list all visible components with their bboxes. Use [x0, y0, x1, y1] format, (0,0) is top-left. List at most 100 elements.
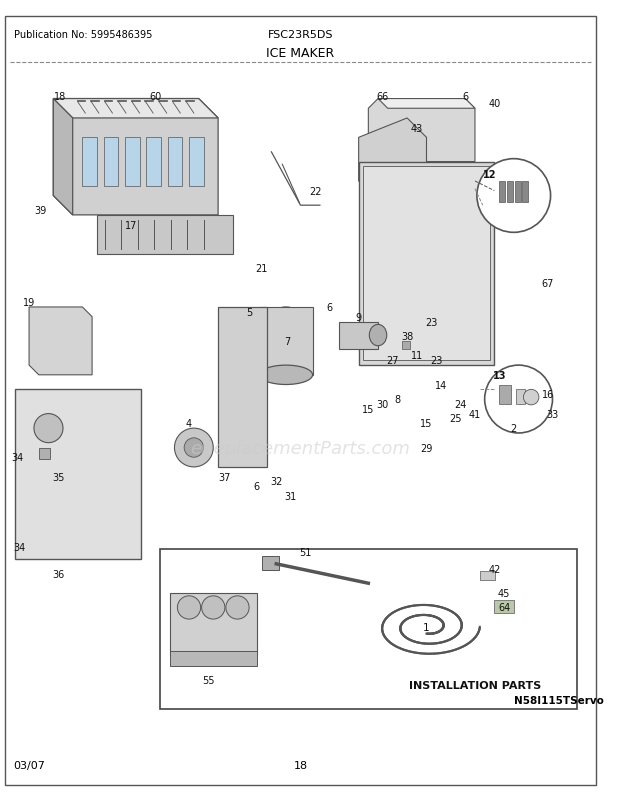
- Bar: [516, 390, 525, 404]
- Text: 27: 27: [386, 356, 399, 366]
- Text: 18: 18: [54, 91, 66, 102]
- Text: 45: 45: [498, 588, 510, 598]
- Bar: [523, 182, 528, 203]
- Circle shape: [485, 366, 552, 433]
- Text: 51: 51: [299, 548, 311, 557]
- Bar: [402, 342, 410, 349]
- Text: 5: 5: [246, 307, 252, 318]
- Text: 03/07: 03/07: [14, 760, 45, 771]
- Text: INSTALLATION PARTS: INSTALLATION PARTS: [409, 680, 541, 691]
- Text: 34: 34: [11, 452, 24, 463]
- Bar: [339, 322, 378, 349]
- Circle shape: [523, 390, 539, 405]
- Text: 14: 14: [435, 380, 447, 390]
- Text: 4: 4: [186, 419, 192, 429]
- Text: eReplacementParts.com: eReplacementParts.com: [190, 439, 410, 457]
- Text: 6: 6: [254, 482, 260, 492]
- Text: 1: 1: [423, 622, 430, 632]
- Text: 23: 23: [430, 356, 443, 366]
- Text: 55: 55: [202, 675, 215, 685]
- Text: 35: 35: [52, 472, 64, 482]
- Text: 8: 8: [394, 395, 401, 404]
- Text: 16: 16: [541, 390, 554, 399]
- Text: 31: 31: [285, 492, 297, 501]
- Text: 6: 6: [462, 91, 468, 102]
- Text: 41: 41: [469, 409, 481, 419]
- Bar: [358, 162, 494, 366]
- Circle shape: [226, 596, 249, 619]
- Text: 18: 18: [293, 760, 308, 771]
- Text: 17: 17: [125, 221, 137, 230]
- Circle shape: [34, 414, 63, 444]
- Bar: [82, 138, 97, 187]
- Ellipse shape: [259, 308, 312, 375]
- Bar: [125, 138, 140, 187]
- Polygon shape: [358, 119, 427, 201]
- Polygon shape: [29, 308, 92, 375]
- Text: 15: 15: [362, 404, 374, 414]
- Text: 34: 34: [13, 543, 25, 553]
- Text: 22: 22: [309, 186, 321, 196]
- Text: 11: 11: [410, 351, 423, 361]
- Text: 39: 39: [35, 206, 47, 216]
- Text: 36: 36: [52, 569, 64, 579]
- Bar: [167, 138, 182, 187]
- Text: FSC23R5DS: FSC23R5DS: [268, 30, 333, 40]
- Bar: [39, 448, 50, 460]
- Text: 23: 23: [425, 317, 438, 327]
- Polygon shape: [53, 99, 218, 119]
- Text: 12: 12: [483, 170, 496, 180]
- Text: 13: 13: [492, 371, 506, 380]
- Polygon shape: [368, 99, 475, 162]
- Circle shape: [174, 428, 213, 468]
- Bar: [363, 167, 490, 361]
- Text: 67: 67: [541, 278, 554, 289]
- Bar: [146, 138, 161, 187]
- Text: 25: 25: [450, 414, 462, 424]
- Bar: [480, 571, 495, 581]
- Text: 66: 66: [377, 91, 389, 102]
- Text: 32: 32: [270, 477, 283, 487]
- Text: 19: 19: [23, 298, 35, 308]
- Ellipse shape: [370, 325, 387, 346]
- Bar: [499, 385, 511, 404]
- Text: 24: 24: [454, 399, 467, 409]
- Circle shape: [477, 160, 551, 233]
- Polygon shape: [53, 99, 73, 216]
- Bar: [97, 216, 232, 254]
- Text: 38: 38: [401, 332, 414, 342]
- Bar: [104, 138, 118, 187]
- Text: Publication No: 5995486395: Publication No: 5995486395: [14, 30, 152, 40]
- Bar: [262, 557, 279, 570]
- Text: 21: 21: [255, 264, 268, 273]
- Text: 33: 33: [546, 409, 559, 419]
- Bar: [189, 138, 203, 187]
- Text: 30: 30: [377, 399, 389, 409]
- Text: 9: 9: [356, 312, 361, 322]
- Text: 43: 43: [410, 124, 423, 133]
- Text: 6: 6: [327, 302, 332, 313]
- Circle shape: [184, 438, 203, 458]
- Text: 7: 7: [284, 337, 290, 346]
- Text: 37: 37: [219, 472, 231, 482]
- Text: ICE MAKER: ICE MAKER: [267, 47, 335, 60]
- Bar: [494, 600, 514, 614]
- Bar: [499, 182, 505, 203]
- Text: 42: 42: [488, 564, 500, 574]
- Text: 64: 64: [498, 602, 510, 613]
- Bar: [218, 308, 267, 468]
- Bar: [515, 182, 521, 203]
- Polygon shape: [53, 99, 218, 216]
- Bar: [260, 308, 313, 375]
- Bar: [507, 182, 513, 203]
- Text: 29: 29: [420, 443, 433, 453]
- Text: N58I115TServo: N58I115TServo: [514, 695, 604, 705]
- Text: 15: 15: [420, 419, 433, 429]
- Bar: [14, 390, 141, 559]
- FancyBboxPatch shape: [160, 549, 577, 709]
- Circle shape: [202, 596, 225, 619]
- Text: 60: 60: [149, 91, 161, 102]
- Text: 2: 2: [511, 423, 517, 434]
- Ellipse shape: [259, 366, 312, 385]
- Polygon shape: [378, 99, 475, 109]
